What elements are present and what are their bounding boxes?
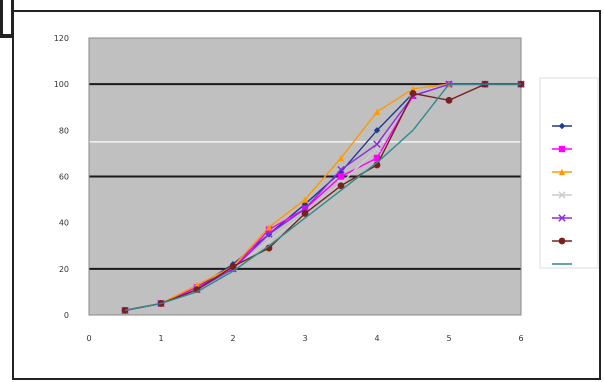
- legend-items: [552, 122, 572, 265]
- x-tick-label: 5: [446, 334, 451, 343]
- legend-item: [552, 237, 572, 245]
- y-tick-label: 60: [59, 173, 69, 182]
- corner-tab-inner: [3, 0, 11, 34]
- x-tick-label: 6: [518, 334, 523, 343]
- data-point: [229, 263, 237, 270]
- data-point: [373, 140, 381, 148]
- data-point: [265, 230, 273, 238]
- series: [121, 80, 525, 314]
- data-point: [558, 145, 566, 153]
- data-point: [409, 85, 417, 92]
- data-point: [445, 96, 453, 104]
- legend-item: [552, 214, 572, 222]
- data-point: [337, 165, 345, 174]
- x-tick-label: 2: [230, 334, 235, 343]
- data-point: [409, 90, 417, 97]
- x-tick-label: 4: [374, 334, 379, 343]
- legend-item: [552, 191, 572, 199]
- tick-labels: 0 20 40 60 80 100 120 0 1 2 3 4 5 6: [54, 34, 524, 343]
- series-layer: [121, 80, 525, 315]
- x-tick-label: 1: [158, 334, 163, 343]
- legend-item: [552, 168, 572, 176]
- legend-item: [552, 122, 572, 130]
- data-point: [193, 281, 201, 289]
- legend-box: [539, 77, 599, 269]
- data-point: [301, 210, 309, 217]
- data-point: [558, 214, 566, 222]
- series-line: [124, 83, 521, 312]
- series-line: [124, 83, 521, 312]
- x-tick-label: 3: [302, 334, 307, 343]
- legend-item: [552, 145, 572, 153]
- data-point: [337, 154, 345, 162]
- data-point: [265, 237, 273, 245]
- data-point: [558, 237, 566, 245]
- data-point: [373, 154, 381, 162]
- data-point: [558, 122, 566, 130]
- data-point: [373, 127, 381, 134]
- x-tick-label: 0: [86, 334, 91, 343]
- y-tick-label: 80: [59, 126, 69, 135]
- data-point: [337, 168, 345, 176]
- legend: [539, 77, 599, 269]
- data-point: [337, 173, 345, 180]
- figure-border: [12, 10, 601, 380]
- y-tick-label: 40: [59, 219, 69, 228]
- data-point: [265, 224, 273, 231]
- y-tick-label: 100: [54, 80, 69, 89]
- plot-area-border: [88, 37, 522, 316]
- y-tick-label: 0: [64, 311, 69, 320]
- data-point: [337, 182, 345, 190]
- data-point: [373, 108, 381, 116]
- data-point: [558, 168, 566, 176]
- data-point: [558, 191, 566, 199]
- series: [124, 83, 521, 312]
- y-tick-label: 20: [59, 265, 69, 274]
- y-tick-label: 120: [54, 34, 69, 43]
- data-point: [301, 196, 309, 203]
